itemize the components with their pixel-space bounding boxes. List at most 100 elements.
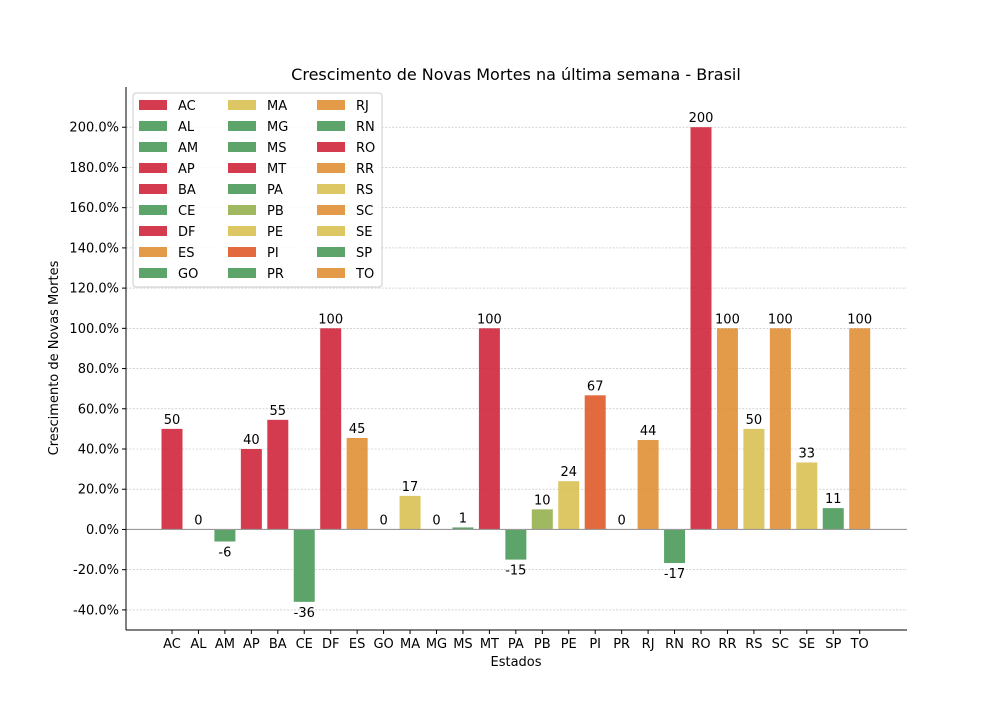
data-label: 0 (432, 513, 440, 528)
bar (637, 439, 659, 530)
legend-swatch (139, 163, 167, 173)
bar (769, 328, 791, 530)
legend-swatch (139, 142, 167, 152)
data-label: 0 (194, 513, 202, 528)
y-tick-label: 60.0% (78, 402, 119, 417)
legend-swatch (228, 226, 256, 236)
bar (716, 328, 738, 530)
x-tick-label: RR (718, 637, 736, 652)
y-tick-label: -20.0% (73, 563, 119, 578)
bar (690, 127, 712, 530)
bar (240, 449, 262, 530)
chart-title: Crescimento de Novas Mortes na última se… (291, 65, 741, 84)
x-ticks: AC AL AM AP BA CE DF ES GO MA MG MS MT PA PB PE PI PR RJ RN… (163, 630, 869, 652)
legend-swatch (317, 121, 345, 131)
legend-swatch (317, 142, 345, 152)
x-tick-label: AM (215, 637, 235, 652)
legend-label: AL (178, 120, 195, 135)
x-tick-label: ES (349, 637, 365, 652)
data-label: -17 (664, 567, 685, 582)
legend-label: RN (356, 120, 375, 135)
legend-label: PA (267, 183, 283, 198)
data-label: 100 (768, 312, 793, 327)
legend-swatch (139, 121, 167, 131)
data-label: 1 (459, 511, 467, 526)
bar (505, 529, 527, 560)
x-tick-label: PR (613, 637, 630, 652)
x-tick-label: PB (534, 637, 551, 652)
data-label: -15 (505, 564, 526, 579)
data-label: 33 (799, 446, 816, 461)
legend-label: ES (178, 246, 194, 261)
y-tick-label: 80.0% (78, 362, 119, 377)
legend-label: RJ (356, 99, 369, 114)
data-label: 100 (318, 312, 343, 327)
legend-label: MT (267, 162, 286, 177)
data-label: 45 (349, 422, 366, 437)
legend-swatch (317, 100, 345, 110)
y-tick-label: 180.0% (69, 161, 119, 176)
legend-swatch (228, 205, 256, 215)
y-tick-label: -40.0% (73, 603, 119, 618)
legend-label: AP (178, 162, 195, 177)
legend-swatch (317, 226, 345, 236)
legend-swatch (228, 268, 256, 278)
legend: AC AL AM AP BA CE DF ES GO MA MG MS MT PA PB PE PI PR RJ RN… (132, 92, 383, 288)
y-tick-label: 20.0% (78, 483, 119, 498)
legend-label: GO (178, 267, 198, 282)
bar (558, 481, 580, 530)
y-tick-label: 40.0% (78, 443, 119, 458)
legend-swatch (228, 100, 256, 110)
legend-label: CE (178, 204, 195, 219)
x-tick-label: DF (322, 637, 340, 652)
data-label: 40 (243, 433, 260, 448)
legend-label: MS (267, 141, 286, 156)
legend-swatch (317, 205, 345, 215)
legend-swatch (317, 184, 345, 194)
bar (267, 419, 289, 530)
legend-swatch (228, 184, 256, 194)
x-tick-label: RO (691, 637, 710, 652)
legend-label: SP (356, 246, 372, 261)
x-axis-label: Estados (490, 655, 541, 670)
bars (161, 127, 871, 602)
data-label: 0 (618, 513, 626, 528)
legend-swatch (139, 100, 167, 110)
legend-label: DF (178, 225, 196, 240)
data-label: 200 (689, 111, 714, 126)
y-tick-label: 200.0% (69, 121, 119, 136)
x-tick-label: MA (400, 637, 420, 652)
legend-label: PE (267, 225, 283, 240)
data-label: 100 (477, 312, 502, 327)
bar (849, 328, 871, 530)
x-tick-label: PE (561, 637, 577, 652)
legend-label: PI (267, 246, 279, 261)
x-tick-label: MG (426, 637, 447, 652)
legend-swatch (228, 121, 256, 131)
data-label: 24 (560, 465, 577, 480)
x-tick-label: RJ (642, 637, 655, 652)
data-label: 67 (587, 379, 604, 394)
x-tick-label: SC (772, 637, 789, 652)
data-labels: 50 0 -6 40 55 -36 100 45 0 17 0 1 100 -15 10 24 67 0 44 -17… (164, 111, 872, 621)
x-tick-label: SE (799, 637, 815, 652)
data-label: 11 (825, 492, 842, 507)
y-tick-label: 140.0% (69, 241, 119, 256)
y-tick-label: 0.0% (86, 523, 119, 538)
y-axis-label: Crescimento de Novas Mortes (47, 260, 62, 455)
legend-swatch (139, 184, 167, 194)
bar (478, 328, 500, 530)
bar (743, 428, 765, 530)
x-tick-label: RN (665, 637, 684, 652)
x-tick-label: MS (453, 637, 472, 652)
data-label: 55 (270, 404, 287, 419)
bar (584, 395, 606, 530)
bar (796, 462, 818, 530)
x-tick-label: GO (373, 637, 393, 652)
x-tick-label: PA (508, 637, 524, 652)
data-label: -6 (218, 546, 231, 561)
x-tick-label: SP (825, 637, 841, 652)
data-label: 44 (640, 424, 657, 439)
x-tick-label: RS (745, 637, 762, 652)
